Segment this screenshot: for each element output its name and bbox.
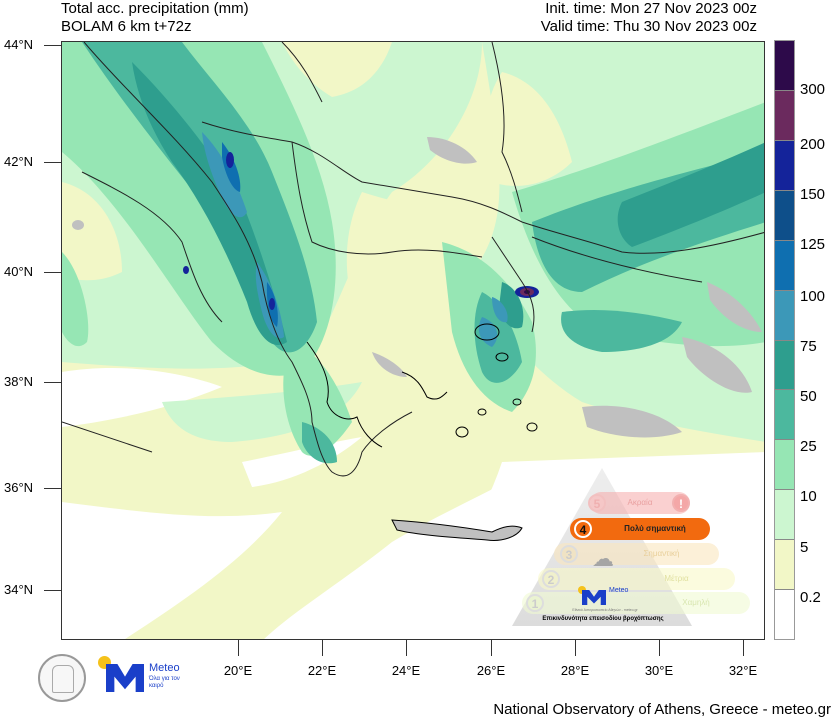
lat-label-38: 38°N [4,374,34,389]
lon-tick-32 [743,640,744,656]
colorbar-segment-75-100 [775,290,794,341]
lon-label-20: 20°E [223,663,253,678]
warning-level-1-bar: Χαμηλή [522,592,750,614]
lon-tick-28 [575,640,576,656]
colorbar-segment-150-200 [775,140,794,191]
colorbar-segment-300plus [775,41,794,91]
lat-tick-36 [44,488,61,489]
warning-level-3-bar: Σημαντική [554,543,719,565]
colorbar-label-300: 300 [800,81,826,98]
lat-label-44: 44°N [4,37,34,52]
warning-level-5-label: Ακραία [627,498,653,507]
colorbar-label-5: 5 [800,539,809,556]
lon-label-26: 26°E [476,663,506,678]
lon-label-28: 28°E [560,663,590,678]
lat-label-42: 42°N [4,154,34,169]
title-variable: Total acc. precipitation (mm) [61,0,249,17]
warning-logo-url: Εθνικό Αστεροσκοπείο Αθηνών - meteo.gr [572,608,638,612]
colorbar-segment-10-25 [775,440,794,491]
colorbar-label-10: 10 [800,488,817,505]
colorbar-segment-below-0.2 [775,590,794,640]
warning-exclaim-icon: ! [672,494,690,512]
warning-level-2-label: Μέτρια [664,574,689,583]
meteo-tagline: Όλα για τον καιρό [149,676,180,689]
warning-level-2-number: 2 [542,570,560,588]
warning-level-4-number: 4 [574,520,592,538]
lon-label-24: 24°E [391,663,421,678]
colorbar-label-25: 25 [800,438,817,455]
colorbar-segment-125-150 [775,190,794,241]
lon-tick-20 [238,640,239,656]
warning-level-3-label: Σημαντική [643,549,680,558]
lon-tick-26 [491,640,492,656]
lon-label-30: 30°E [644,663,674,678]
colorbar-label-100: 100 [800,288,826,305]
meteo-logo-word: Meteo [149,662,180,674]
colorbar-segment-200-300 [775,90,794,141]
warning-logo-word: Meteo [609,587,629,594]
warning-level-1-number: 1 [526,594,544,612]
colorbar-segment-25-50 [775,390,794,441]
lat-tick-38 [44,382,61,383]
valid-time: Valid time: Thu 30 Nov 2023 00z [540,18,757,35]
colorbar-label-75: 75 [800,338,817,355]
footer-credit: National Observatory of Athens, Greece -… [493,701,831,718]
init-time: Init. time: Mon 27 Nov 2023 00z [545,0,757,17]
warning-level-5-number: 5 [588,494,606,512]
lon-tick-24 [406,640,407,656]
lat-label-34: 34°N [4,582,34,597]
lat-tick-42 [44,162,61,163]
meteo-m-icon [106,664,144,692]
chart-title: Total acc. precipitation (mm) BOLAM 6 km… [61,0,249,36]
colorbar-segment-0.2-5 [775,540,794,591]
warning-caption: Επικινδυνότητα επεισοδίου βροχόπτωσης [542,616,664,622]
colorbar-label-150: 150 [800,186,826,203]
meteo-logo: Meteo Όλα για τον καιρό [98,656,188,696]
warning-level-4-label: Πολύ σημαντική [624,524,686,533]
warning-level-5-bar: Ακραία [590,492,690,514]
rain-risk-warning-inset: Ακραία ! 5 Πολύ σημαντική 4 Σημαντική 3 … [510,468,760,630]
warning-level-2-bar: Μέτρια [538,568,735,590]
precipitation-colorbar [774,40,795,640]
noa-seal-logo [38,654,86,702]
colorbar-segment-50-75 [775,340,794,391]
lat-tick-40 [44,272,61,273]
warning-level-3-number: 3 [560,545,578,563]
colorbar-label-0.2: 0.2 [800,589,821,606]
lon-label-22: 22°E [307,663,337,678]
lat-tick-44 [44,45,61,46]
lon-tick-30 [659,640,660,656]
lat-label-40: 40°N [4,264,34,279]
rain-cloud-icon: ☁ [592,546,614,571]
colorbar-segment-100-125 [775,240,794,291]
warning-level-1-label: Χαμηλή [682,598,710,607]
title-model: BOLAM 6 km t+72z [61,18,192,35]
colorbar-segment-5-10 [775,490,794,541]
lat-tick-34 [44,590,61,591]
lat-label-36: 36°N [4,480,34,495]
colorbar-label-125: 125 [800,236,826,253]
warning-level-4-bar: Πολύ σημαντική [570,518,710,540]
colorbar-label-50: 50 [800,388,817,405]
lon-label-32: 32°E [728,663,758,678]
colorbar-label-200: 200 [800,136,826,153]
lon-tick-22 [322,640,323,656]
time-info: Init. time: Mon 27 Nov 2023 00z Valid ti… [541,0,757,36]
